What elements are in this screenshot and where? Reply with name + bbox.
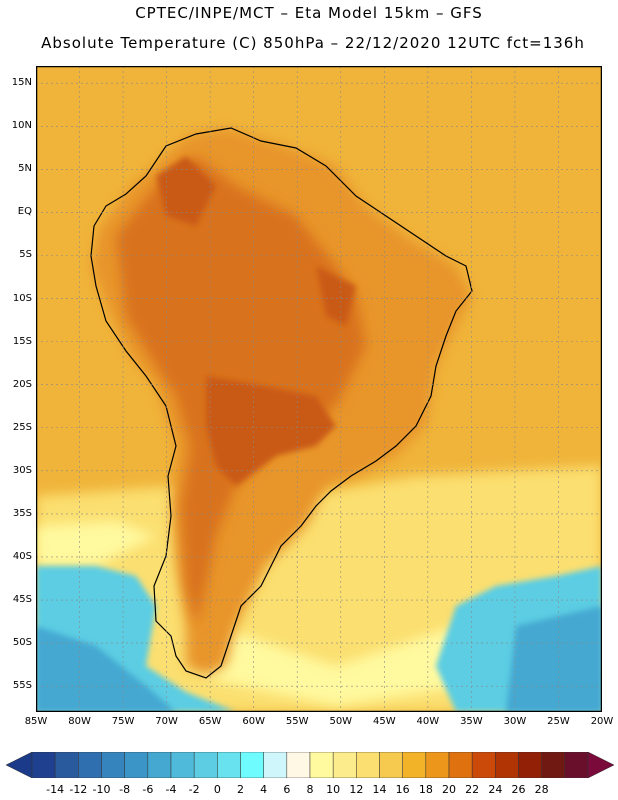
- lon-label: 45W: [372, 716, 396, 727]
- colorbar-tick-label: 0: [213, 783, 221, 796]
- colorbar-swatch: [170, 752, 195, 778]
- lat-label: 45S: [12, 594, 32, 606]
- map-border: [36, 66, 602, 712]
- colorbar-swatch: [263, 752, 288, 778]
- colorbar-over-triangle: [587, 752, 614, 778]
- colorbar-tick-label: -4: [165, 783, 177, 796]
- colorbar-tick-label: 28: [534, 783, 549, 796]
- colorbar-tick-label: 12: [349, 783, 364, 796]
- colorbar-tick-label: 6: [283, 783, 291, 796]
- lon-label: 40W: [416, 716, 440, 727]
- colorbar-swatch: [379, 752, 403, 778]
- colorbar-swatch: [518, 752, 542, 778]
- lat-label: 50S: [12, 637, 32, 649]
- colorbar-swatch: [78, 752, 102, 778]
- field-cold-ocean: [36, 566, 602, 712]
- lon-label: 50W: [329, 716, 353, 727]
- lat-lon-grid: [36, 66, 602, 712]
- lat-label: 35S: [12, 507, 32, 519]
- colorbar-tick-label: -6: [142, 783, 154, 796]
- colorbar-tick-label: 4: [260, 783, 268, 796]
- field-land-hottest: [156, 156, 356, 486]
- colorbar-tick-label: -12: [69, 783, 88, 796]
- lon-label: 35W: [460, 716, 483, 727]
- lon-label: 80W: [68, 716, 91, 727]
- lon-label: 85W: [24, 716, 48, 727]
- lon-label: 65W: [198, 716, 222, 727]
- colorbar-swatch: [332, 752, 357, 778]
- coastline-south-america: [90, 127, 473, 679]
- field-very-cold-ocean: [36, 606, 602, 712]
- colorbar-swatch: [564, 752, 589, 778]
- colorbar-swatch: [425, 752, 450, 778]
- colorbar-swatch: [147, 752, 172, 778]
- colorbar-tick-label: -14: [46, 783, 65, 796]
- lon-label: 60W: [242, 716, 265, 727]
- colorbar-tick-label: 8: [306, 783, 314, 796]
- lat-label: 55S: [12, 680, 32, 692]
- colorbar-tick-label: 16: [395, 783, 410, 796]
- lat-label: 40S: [12, 550, 32, 562]
- colorbar-swatch: [31, 752, 56, 778]
- colorbar-swatch: [124, 752, 149, 778]
- colorbar-swatch: [286, 752, 311, 778]
- colorbar-swatch: [309, 752, 334, 778]
- header-title-line1: CPTEC/INPE/MCT – Eta Model 15km – GFS: [135, 4, 483, 22]
- header-title-line2: Absolute Temperature (C) 850hPa – 22/12/…: [41, 34, 585, 52]
- colorbar-swatch: [193, 752, 218, 778]
- colorbar-swatch: [240, 752, 264, 778]
- lon-label: 20W: [590, 716, 614, 727]
- colorbar-tick-label: 10: [326, 783, 341, 796]
- colorbar-tick-label: -10: [92, 783, 111, 796]
- temperature-field: [36, 66, 602, 712]
- lat-label: 20S: [12, 378, 32, 390]
- colorbar-tick-label: 14: [372, 783, 387, 796]
- colorbar-under-triangle: [6, 752, 33, 778]
- lon-label: 30W: [503, 716, 527, 727]
- colorbar-tick-label: 20: [442, 783, 456, 796]
- colorbar-swatch: [495, 752, 519, 778]
- lat-label: 5S: [19, 249, 32, 261]
- lat-label: 15N: [11, 77, 32, 89]
- colorbar-tick-label: 2: [237, 783, 244, 796]
- colorbar-tick-label: -8: [119, 783, 131, 796]
- colorbar-swatch: [356, 752, 380, 778]
- lat-label: EQ: [17, 206, 32, 218]
- colorbar-tick-label: 18: [418, 783, 433, 796]
- colorbar-swatch: [217, 752, 241, 778]
- lat-label: 10S: [12, 292, 32, 304]
- colorbar-tick-label: -2: [188, 783, 200, 796]
- lat-label: 10N: [11, 120, 32, 132]
- lat-label: 15S: [12, 335, 32, 347]
- colorbar-tick-label: 22: [465, 783, 480, 796]
- colorbar-swatch: [101, 752, 125, 778]
- colorbar-tick-label: 26: [511, 783, 526, 796]
- lat-label: 30S: [12, 464, 32, 476]
- lat-label: 25S: [12, 421, 32, 433]
- lat-label: 5N: [18, 163, 32, 175]
- colorbar-swatch: [54, 752, 79, 778]
- colorbar-swatch: [541, 752, 566, 778]
- lon-label: 55W: [285, 716, 309, 727]
- colorbar: [6, 752, 614, 778]
- colorbar-swatch: [471, 752, 496, 778]
- colorbar-swatch: [402, 752, 427, 778]
- colorbar-swatch: [448, 752, 473, 778]
- lon-label: 25W: [547, 716, 570, 727]
- colorbar-tick-label: 24: [488, 783, 503, 796]
- lon-label: 70W: [155, 716, 178, 727]
- lon-label: 75W: [111, 716, 135, 727]
- temperature-map: [36, 66, 602, 712]
